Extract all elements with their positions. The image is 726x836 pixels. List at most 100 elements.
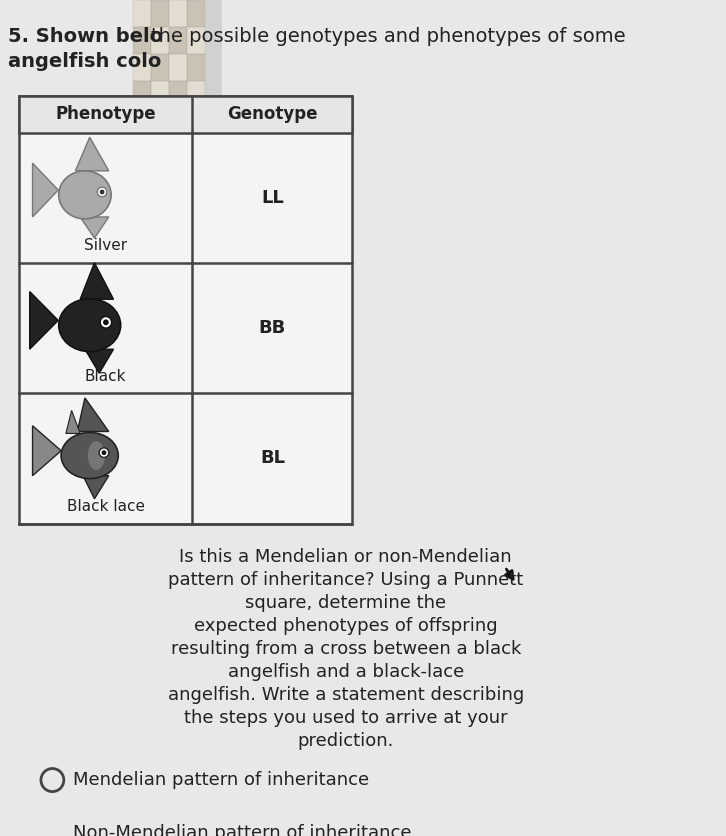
Bar — [151, 323, 169, 349]
Bar — [187, 188, 205, 215]
Bar — [134, 27, 151, 54]
Bar — [134, 81, 151, 108]
Bar — [187, 431, 205, 457]
Circle shape — [99, 448, 109, 457]
Polygon shape — [33, 426, 61, 476]
Polygon shape — [76, 137, 109, 171]
Bar — [187, 296, 205, 323]
Bar — [169, 188, 187, 215]
Bar — [169, 404, 187, 431]
Bar — [19, 96, 352, 133]
Bar — [151, 215, 169, 242]
Bar — [187, 349, 205, 376]
Bar — [169, 0, 187, 27]
FancyBboxPatch shape — [205, 0, 222, 481]
Text: Non-Mendelian pattern of inheritance: Non-Mendelian pattern of inheritance — [73, 824, 412, 836]
Bar — [169, 54, 187, 81]
Text: prediction.: prediction. — [298, 732, 394, 750]
Bar — [151, 0, 169, 27]
Bar — [187, 135, 205, 161]
Polygon shape — [80, 217, 109, 238]
Bar — [187, 108, 205, 135]
Bar — [169, 431, 187, 457]
Text: angelfish. Write a statement describing: angelfish. Write a statement describing — [168, 686, 524, 704]
Polygon shape — [33, 163, 58, 217]
Bar — [151, 108, 169, 135]
Bar — [169, 269, 187, 296]
Bar — [187, 323, 205, 349]
Text: 5. Shown belo: 5. Shown belo — [7, 27, 163, 46]
Bar — [187, 54, 205, 81]
Polygon shape — [66, 410, 80, 433]
Ellipse shape — [59, 298, 121, 352]
Bar — [187, 242, 205, 269]
Circle shape — [99, 190, 105, 195]
Polygon shape — [83, 476, 109, 499]
Bar — [169, 81, 187, 108]
Bar — [151, 269, 169, 296]
Bar — [169, 376, 187, 404]
Bar — [134, 269, 151, 296]
Bar — [169, 215, 187, 242]
Bar — [169, 296, 187, 323]
Text: the steps you used to arrive at your: the steps you used to arrive at your — [184, 709, 507, 727]
Bar — [187, 376, 205, 404]
Bar — [169, 135, 187, 161]
Bar — [151, 431, 169, 457]
Bar — [169, 108, 187, 135]
Bar — [187, 404, 205, 431]
Bar — [151, 135, 169, 161]
FancyBboxPatch shape — [134, 0, 205, 481]
Bar — [151, 188, 169, 215]
Bar — [134, 215, 151, 242]
Text: BB: BB — [258, 319, 286, 337]
Bar — [134, 54, 151, 81]
Bar — [134, 188, 151, 215]
Bar — [134, 135, 151, 161]
Bar — [169, 349, 187, 376]
Bar — [169, 457, 187, 484]
Text: angelfish and a black-lace: angelfish and a black-lace — [228, 663, 464, 681]
Bar — [134, 0, 151, 27]
Bar — [151, 81, 169, 108]
Ellipse shape — [88, 441, 105, 470]
Bar — [151, 457, 169, 484]
Bar — [169, 27, 187, 54]
Bar — [134, 242, 151, 269]
Bar — [151, 349, 169, 376]
Bar — [151, 296, 169, 323]
Polygon shape — [30, 292, 58, 349]
Polygon shape — [77, 398, 109, 431]
Bar — [19, 96, 352, 523]
Bar — [134, 349, 151, 376]
Bar — [169, 161, 187, 188]
Bar — [151, 161, 169, 188]
Circle shape — [102, 451, 107, 455]
Bar — [187, 215, 205, 242]
Text: resulting from a cross between a black: resulting from a cross between a black — [171, 640, 521, 658]
Bar — [134, 296, 151, 323]
Bar — [134, 323, 151, 349]
Bar — [151, 376, 169, 404]
Text: Mendelian pattern of inheritance: Mendelian pattern of inheritance — [73, 771, 370, 789]
Bar — [134, 404, 151, 431]
Text: Phenotype: Phenotype — [55, 105, 156, 124]
Text: Silver: Silver — [84, 238, 127, 253]
Text: expected phenotypes of offspring: expected phenotypes of offspring — [194, 617, 497, 635]
Bar — [134, 376, 151, 404]
Text: Is this a Mendelian or non-Mendelian: Is this a Mendelian or non-Mendelian — [179, 548, 512, 566]
Text: Black: Black — [85, 369, 126, 384]
Bar — [187, 81, 205, 108]
Text: BL: BL — [260, 450, 285, 467]
Bar — [187, 161, 205, 188]
Bar — [151, 242, 169, 269]
Text: pattern of inheritance? Using a Punnett: pattern of inheritance? Using a Punnett — [168, 571, 523, 589]
Bar — [151, 27, 169, 54]
Text: Black lace: Black lace — [67, 499, 144, 514]
Ellipse shape — [61, 432, 118, 478]
Bar — [187, 269, 205, 296]
Text: square, determine the: square, determine the — [245, 594, 446, 612]
Circle shape — [100, 317, 112, 328]
Polygon shape — [80, 263, 113, 299]
Text: the possible genotypes and phenotypes of some: the possible genotypes and phenotypes of… — [150, 27, 625, 46]
